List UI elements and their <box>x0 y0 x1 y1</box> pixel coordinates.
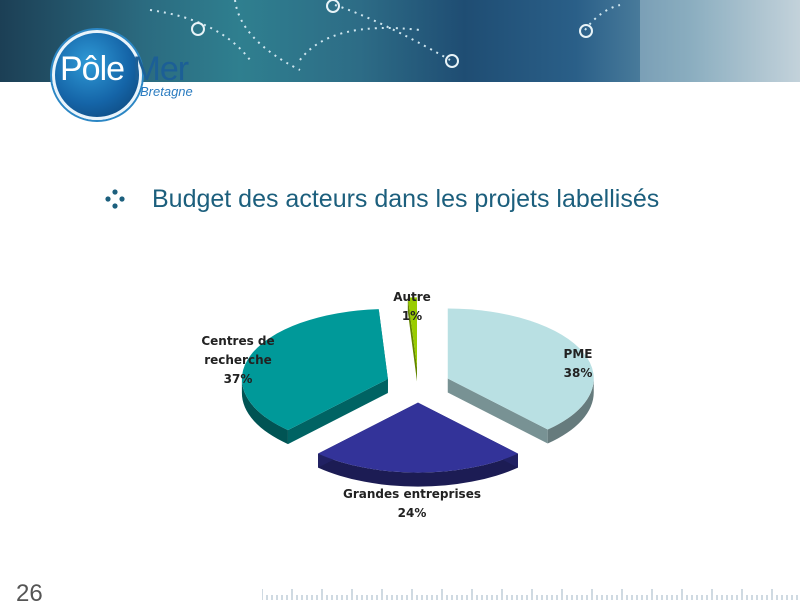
slice-autre <box>407 297 417 382</box>
bullet-icon <box>105 189 125 209</box>
logo-circle <box>52 30 142 120</box>
logo-accent: Mer <box>132 50 190 88</box>
label-autre: Autre 1% <box>393 290 431 323</box>
label-grandes-entreprises: Grandes entreprises 24% <box>343 487 481 520</box>
pole-mer-logo: Pôle Mer Bretagne <box>52 30 197 120</box>
logo-main: Pôle <box>60 50 125 88</box>
slide-heading: Budget des acteurs dans les projets labe… <box>104 182 659 216</box>
heading-text: Budget des acteurs dans les projets labe… <box>152 184 660 213</box>
slice-centres-de-recherche <box>241 309 388 445</box>
label-pme: PME 38% <box>564 347 593 380</box>
label-centres-de-recherche: Centres de recherche 37% <box>201 334 274 386</box>
logo-subtitle: Bretagne <box>140 84 193 99</box>
slice-pme <box>447 308 594 444</box>
banner-decoration <box>149 0 800 82</box>
ruler-decoration <box>262 589 798 600</box>
slice-grandes-entreprises <box>318 402 518 487</box>
logo-wordmark: Pôle Mer <box>60 50 190 89</box>
page-number: 26 <box>16 580 43 607</box>
